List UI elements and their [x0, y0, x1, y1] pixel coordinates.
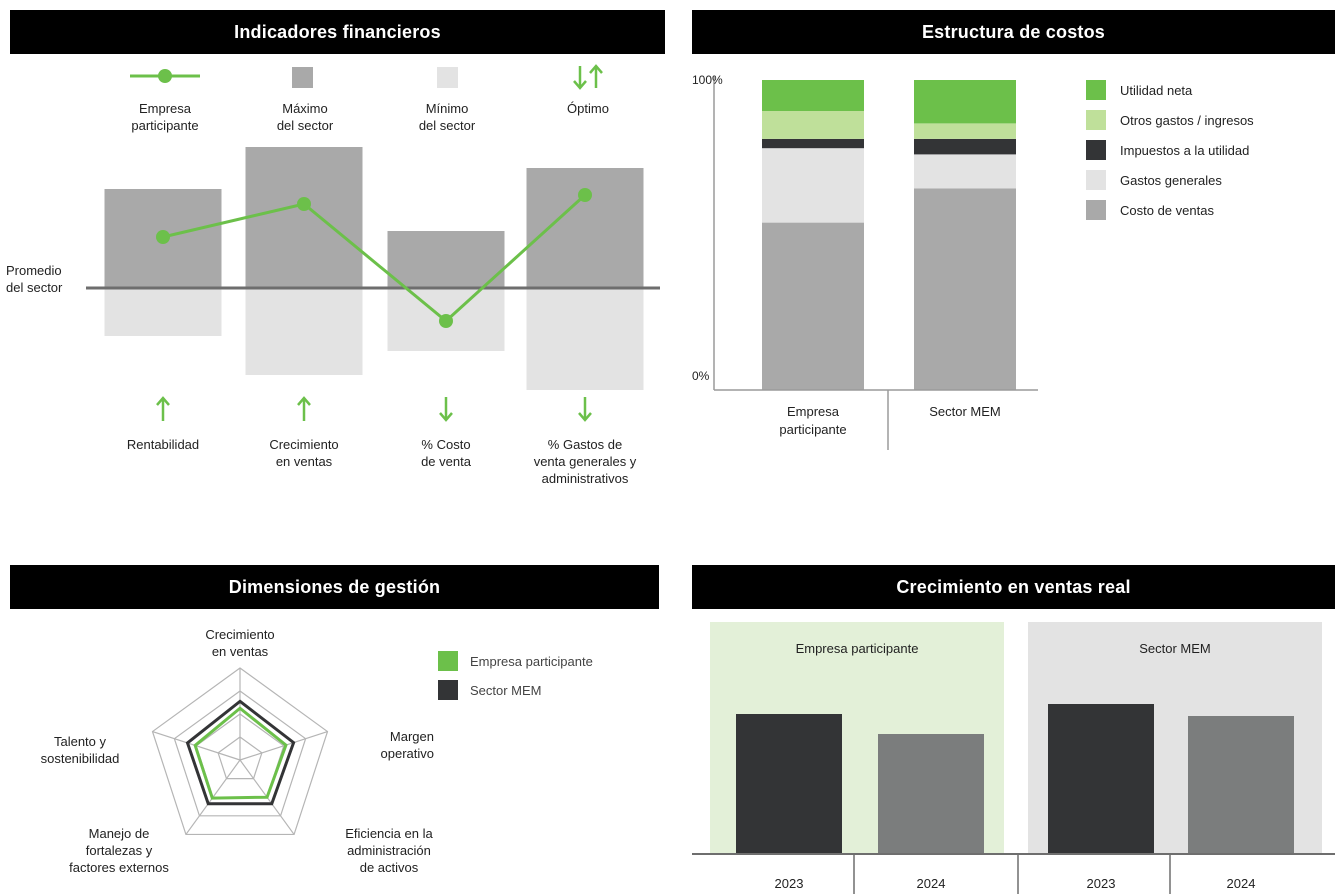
company-swatch: [438, 651, 458, 671]
sector-swatch: [438, 680, 458, 700]
financial-indicator-label: % Costo de venta: [421, 437, 471, 469]
radar-axis-label-assets: Eficiencia en la administración de activ…: [345, 826, 433, 875]
cost-segment: [762, 148, 864, 223]
cost-legend-taxes: Impuestos a la utilidad: [1086, 140, 1249, 160]
cost-category-label: Sector MEM: [929, 404, 1001, 419]
growth-bar: [1188, 716, 1294, 854]
net-profit-label: Utilidad neta: [1120, 82, 1193, 98]
cost-legend-cogs: Costo de ventas: [1086, 200, 1214, 220]
financial-legend-max-label: Máximo del sector: [276, 101, 334, 133]
radar-series-polygon: [185, 699, 296, 806]
cost-segment: [914, 138, 1016, 155]
real-sales-growth-chart: 2023 2024 2023 2024: [692, 704, 1335, 894]
cost-category-label: participante: [779, 422, 846, 437]
overhead-swatch: [1086, 170, 1106, 190]
cost-segment: [914, 123, 1016, 139]
overhead-label: Gastos generales: [1120, 172, 1222, 188]
cost-structure-header: Estructura de costos: [692, 10, 1335, 54]
financial-legend-optimal-arrows: [573, 64, 603, 90]
cost-segment: [762, 80, 864, 111]
dimensions-legend-sector: Sector MEM: [438, 680, 542, 700]
other-expenses-swatch: [1086, 110, 1106, 130]
financial-indicators-chart: [86, 147, 660, 390]
radar-axis-label-strengths: Manejo de fortalezas y factores externos: [69, 826, 169, 875]
arrow-up-icon: [297, 396, 311, 421]
radar-grid-ring: [217, 736, 263, 780]
sector-min-bar: [526, 288, 644, 390]
net-profit-swatch: [1086, 80, 1106, 100]
management-dimensions-radar: [151, 667, 329, 836]
financial-indicator-label: Crecimiento en ventas: [269, 437, 339, 469]
sector-max-bar: [387, 231, 505, 288]
cost-segment: [914, 154, 1016, 189]
cost-category-label: Empresa: [787, 404, 840, 419]
other-expenses-label: Otros gastos / ingresos: [1120, 112, 1254, 128]
financial-legend-optimal-label: Óptimo: [567, 101, 609, 116]
financial-legend-max-swatch: [292, 67, 313, 88]
company-point: [578, 188, 592, 202]
cost-y-tick-100: 100%: [692, 73, 723, 87]
cost-structure-chart: 100% 0% Empresa participante Sector MEM: [692, 73, 1038, 450]
sector-legend-label: Sector MEM: [470, 682, 542, 698]
financial-indicators-header: Indicadores financieros: [10, 10, 665, 54]
company-point: [297, 197, 311, 211]
cost-segment: [762, 222, 864, 390]
real-sales-growth-header: Crecimiento en ventas real: [692, 565, 1335, 609]
dimensions-legend-company: Empresa participante: [438, 651, 593, 671]
cost-segment: [914, 80, 1016, 124]
growth-year-label: 2023: [775, 876, 804, 891]
sector-min-bar: [245, 288, 363, 375]
cost-legend-other: Otros gastos / ingresos: [1086, 110, 1254, 130]
financial-legend-company-label: Empresa participante: [131, 101, 199, 133]
arrow-down-icon: [439, 397, 453, 422]
growth-year-label: 2024: [1227, 876, 1256, 891]
taxes-swatch: [1086, 140, 1106, 160]
radar-axis-label-growth: Crecimiento en ventas: [205, 627, 275, 659]
financial-indicator-label: % Gastos de venta generales y administra…: [533, 437, 637, 486]
cogs-swatch: [1086, 200, 1106, 220]
cost-legend-net-profit: Utilidad neta: [1086, 80, 1192, 100]
company-point: [156, 230, 170, 244]
financial-indicator-label: Rentabilidad: [126, 437, 200, 452]
growth-company-panel-title: Empresa participante: [795, 641, 919, 656]
taxes-label: Impuestos a la utilidad: [1120, 142, 1250, 158]
sector-max-bar: [526, 168, 644, 288]
financial-legend-company-marker: [130, 69, 200, 83]
cost-segment: [914, 188, 1016, 390]
company-legend-label: Empresa participante: [470, 653, 593, 669]
sector-average-label: Promedio del sector: [6, 263, 63, 295]
cost-y-tick-0: 0%: [692, 369, 710, 383]
sector-max-bar: [245, 147, 363, 288]
financial-legend-min-label: Mínimo del sector: [418, 101, 476, 133]
radar-spoke: [239, 730, 328, 761]
financial-legend-min-swatch: [437, 67, 458, 88]
company-line: [162, 193, 587, 323]
arrow-up-icon: [156, 396, 170, 421]
radar-axis-label-margin: Margen operativo: [380, 729, 434, 761]
company-point: [439, 314, 453, 328]
growth-sector-panel-title: Sector MEM: [1139, 641, 1211, 656]
management-dimensions-header: Dimensiones de gestión: [10, 565, 659, 609]
growth-year-label: 2024: [917, 876, 946, 891]
cogs-label: Costo de ventas: [1120, 202, 1214, 218]
growth-bar: [878, 734, 984, 854]
growth-bar: [1048, 704, 1154, 854]
growth-bar: [736, 714, 842, 854]
radar-series-polygon: [193, 706, 288, 800]
growth-year-label: 2023: [1087, 876, 1116, 891]
sector-min-bar: [104, 288, 222, 336]
radar-grid-ring: [173, 690, 307, 817]
cost-legend-overhead: Gastos generales: [1086, 170, 1222, 190]
cost-segment: [762, 138, 864, 149]
cost-segment: [762, 111, 864, 139]
arrow-down-icon: [578, 397, 592, 422]
radar-grid-ring: [151, 667, 329, 836]
radar-axis-label-talent: Talento y sostenibilidad: [40, 734, 120, 766]
